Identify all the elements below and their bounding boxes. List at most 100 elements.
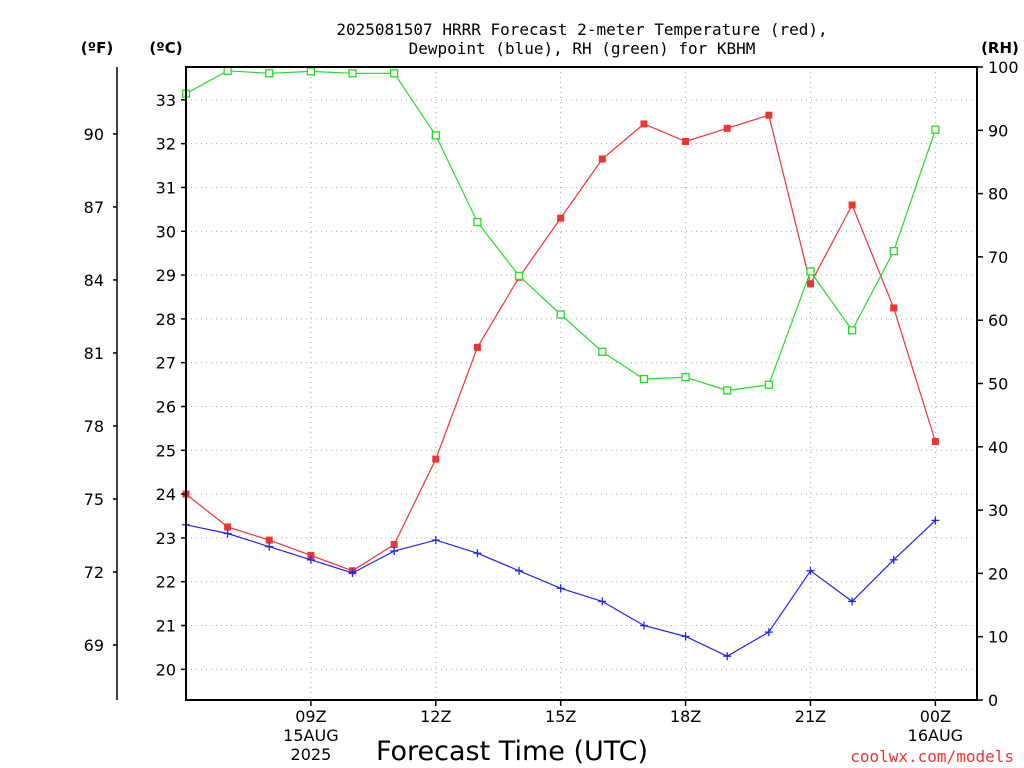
dewpoint-point	[473, 549, 482, 558]
rh-point	[556, 310, 565, 319]
fahrenheit-tick-label: 69	[84, 636, 104, 655]
rh-tick-label: 100	[988, 58, 1019, 77]
rh-point	[806, 267, 815, 276]
fahrenheit-tick-label: 72	[84, 563, 104, 582]
rh-point	[764, 380, 773, 389]
temperature-point	[557, 214, 565, 222]
temperature-point	[890, 304, 898, 312]
temperature-point	[723, 124, 731, 132]
rh-point	[598, 347, 607, 357]
rh-tick-label: 40	[988, 438, 1008, 457]
dewpoint-point	[556, 584, 565, 593]
x-tick-label: 21Z	[795, 707, 826, 726]
rh-point	[348, 69, 357, 78]
dewpoint-point	[931, 516, 940, 525]
celsius-tick-label: 22	[156, 573, 176, 592]
celsius-tick-label: 26	[156, 397, 176, 416]
axis-layer: 20 21 22 23 24 25 26 27 28 29 30 31 32 33 69 72 75 78 81 84…	[84, 58, 1019, 764]
temperature-point	[931, 438, 939, 446]
celsius-tick-label: 31	[156, 178, 176, 197]
fahrenheit-tick-label: 84	[84, 271, 104, 290]
rh-point	[265, 69, 274, 78]
fahrenheit-unit-label: (ºF)	[81, 39, 113, 57]
celsius-tick-label: 28	[156, 310, 176, 329]
temperature-point	[848, 201, 856, 209]
temperature-point	[473, 343, 481, 351]
rh-point	[514, 271, 524, 281]
rh-unit-label: (RH)	[981, 39, 1019, 57]
dewpoint-point	[889, 555, 898, 564]
x-tick-label: 15Z	[545, 707, 576, 726]
dewpoint-point	[806, 566, 815, 575]
fahrenheit-tick-label: 87	[84, 198, 104, 217]
rh-point	[223, 66, 232, 75]
rh-tick-label: 80	[988, 185, 1008, 204]
celsius-tick-label: 29	[156, 266, 176, 285]
temperature-point	[640, 120, 648, 128]
rh-tick-label: 10	[988, 628, 1008, 647]
rh-point	[390, 69, 399, 78]
dewpoint-point	[639, 621, 648, 630]
celsius-tick-label: 21	[156, 617, 176, 636]
dewpoint-point	[723, 652, 732, 661]
x-tick-label: 09Z	[295, 707, 326, 726]
rh-tick-label: 60	[988, 311, 1008, 330]
temperature-point	[806, 280, 814, 288]
dewpoint-point	[681, 632, 690, 641]
rh-tick-label: 30	[988, 501, 1008, 520]
rh-tick-label: 90	[988, 121, 1008, 140]
plot-frame	[185, 66, 978, 701]
x-tick-year-label: 2025	[291, 745, 332, 764]
celsius-tick-label: 27	[156, 354, 176, 373]
rh-tick-label: 50	[988, 375, 1008, 394]
series-layer	[181, 66, 940, 661]
grid-layer	[186, 67, 977, 700]
celsius-unit-label: (ºC)	[149, 39, 182, 57]
rh-point	[431, 131, 440, 140]
dewpoint-point	[306, 555, 315, 564]
temperature-point	[432, 455, 440, 463]
temperature-point	[390, 540, 398, 548]
rh-point	[681, 373, 690, 382]
x-tick-label: 00Z	[920, 707, 951, 726]
dewpoint-point	[598, 597, 607, 606]
dewpoint-point	[223, 529, 232, 538]
dewpoint-point	[515, 566, 524, 575]
dewpoint-point	[431, 536, 440, 545]
celsius-tick-label: 25	[156, 441, 176, 460]
temperature-point	[265, 536, 273, 544]
temperature-point	[598, 155, 606, 163]
x-tick-date-label: 16AUG	[908, 726, 963, 745]
celsius-tick-label: 20	[156, 660, 176, 679]
chart-subtitle: Dewpoint (blue), RH (green) for KBHM	[409, 39, 756, 58]
rh-tick-label: 20	[988, 564, 1008, 583]
fahrenheit-tick-label: 90	[84, 125, 104, 144]
celsius-tick-label: 32	[156, 135, 176, 154]
dewpoint-point	[265, 542, 274, 551]
x-tick-date-label: 15AUG	[283, 726, 338, 745]
x-tick-label: 12Z	[420, 707, 451, 726]
dewpoint-point	[390, 547, 399, 556]
rh-point	[473, 217, 482, 227]
celsius-tick-label: 30	[156, 222, 176, 241]
temperature-point	[224, 523, 232, 531]
credit-text: coolwx.com/models	[850, 747, 1014, 766]
dewpoint-point	[764, 628, 773, 637]
celsius-tick-label: 23	[156, 529, 176, 548]
temperature-point	[307, 551, 315, 559]
temperature-point	[765, 111, 773, 119]
celsius-tick-label: 33	[156, 91, 176, 110]
rh-point	[931, 125, 940, 134]
rh-point	[889, 247, 898, 256]
temperature-point	[682, 137, 690, 145]
rh-point	[639, 374, 649, 384]
rh-point	[723, 386, 732, 395]
rh-tick-label: 0	[988, 691, 998, 710]
fahrenheit-tick-label: 75	[84, 490, 104, 509]
rh-point	[306, 67, 316, 76]
x-axis-label: Forecast Time (UTC)	[376, 736, 648, 767]
fahrenheit-tick-label: 81	[84, 344, 104, 363]
fahrenheit-tick-label: 78	[84, 417, 104, 436]
x-tick-label: 18Z	[670, 707, 701, 726]
